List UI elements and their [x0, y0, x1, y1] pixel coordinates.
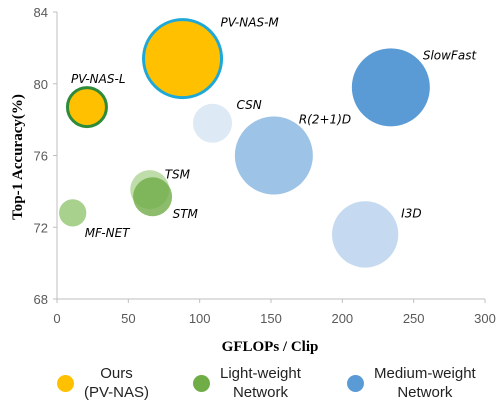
- x-tick-label: 250: [403, 311, 425, 326]
- x-tick-label: 100: [189, 311, 211, 326]
- bubble-r-2-1-d: [234, 116, 313, 195]
- legend-marker-medium-weight: [347, 374, 364, 392]
- bubble-slowfast: [351, 48, 430, 127]
- x-tick-label: 50: [121, 311, 135, 326]
- chart-legend: Ours (PV-NAS) Light-weight Network Mediu…: [0, 358, 498, 406]
- chart-bubble-labels: MF-NET PV-NAS-L TSM STM CSN R(2+1)D I3D SlowFas…: [71, 16, 477, 240]
- bubble-stm: [133, 177, 173, 217]
- x-tick-label: 150: [260, 311, 282, 326]
- legend-item-light-weight: Light-weight Network: [193, 364, 301, 402]
- bubble-mf-net: [59, 199, 87, 227]
- y-tick-label: 68: [34, 292, 48, 307]
- bubble-label-r-2-1-d: R(2+1)D: [299, 113, 351, 127]
- y-tick-label: 80: [34, 77, 48, 92]
- legend-marker-light-weight: [193, 374, 210, 392]
- bubble-label-tsm: TSM: [165, 168, 191, 182]
- legend-item-ours: Ours (PV-NAS): [57, 364, 149, 402]
- legend-marker-ours: [57, 374, 74, 392]
- chart-bubbles: [59, 18, 430, 268]
- bubble-label-mf-net: MF-NET: [85, 226, 131, 240]
- x-tick-label: 200: [331, 311, 353, 326]
- y-tick-label: 84: [34, 5, 48, 20]
- x-axis-title: GFLOPs / Clip: [222, 339, 319, 355]
- y-tick-label: 72: [34, 220, 48, 235]
- x-tick-label: 300: [474, 311, 496, 326]
- bubble-label-i3d: I3D: [401, 206, 421, 220]
- bubble-label-pv-nas-m: PV-NAS-M: [221, 16, 280, 30]
- y-tick-label: 76: [34, 149, 48, 164]
- bubble-chart: 0 50 100 150 200 250 300 68 72 76 80 84 MF-NET PV-NA…: [10, 5, 496, 355]
- legend-item-medium-weight: Medium-weight Network: [347, 364, 476, 402]
- legend-label-medium-weight: Medium-weight Network: [374, 365, 476, 401]
- bubble-label-pv-nas-l: PV-NAS-L: [71, 72, 126, 86]
- legend-label-light-weight: Light-weight Network: [220, 365, 301, 401]
- bubble-pv-nas-l: [65, 86, 108, 129]
- bubble-label-slowfast: SlowFast: [423, 48, 478, 62]
- bubble-label-stm: STM: [173, 207, 199, 221]
- bubble-i3d: [332, 201, 399, 268]
- bubble-pv-nas-m: [142, 18, 224, 100]
- bubble-csn: [193, 103, 233, 143]
- legend-label-ours: Ours (PV-NAS): [84, 365, 150, 401]
- bubble-label-csn: CSN: [237, 98, 262, 112]
- y-axis-title: Top-1 Accuracy(%): [10, 94, 26, 220]
- chart-axes: 0 50 100 150 200 250 300 68 72 76 80 84: [34, 5, 496, 326]
- x-tick-label: 0: [53, 311, 60, 326]
